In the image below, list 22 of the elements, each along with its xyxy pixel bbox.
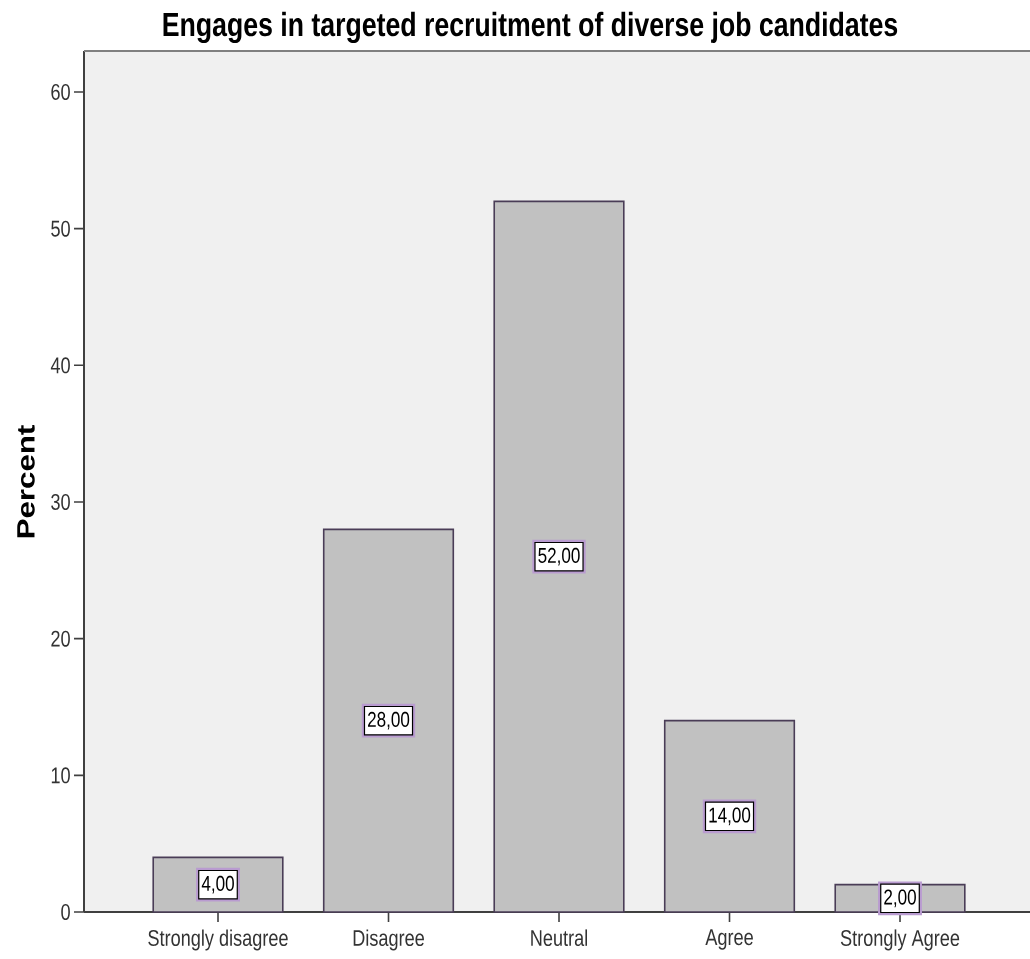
y-tick-label: 50 [51,220,70,237]
x-tick-label: Agree [705,929,753,950]
data-label: 52,00 [538,547,580,566]
y-axis-title: Percent [17,425,35,538]
chart-title: Engages in targeted recruitment of diverse job candidates [163,11,898,44]
bar [322,528,455,913]
x-tick-label: Neutral [531,929,588,947]
y-tick-label: 0 [61,903,70,921]
y-tick-label: 30 [51,493,70,511]
y-tick-label: 60 [51,83,70,101]
data-label: 14,00 [709,807,751,826]
y-tick-label: 20 [51,630,70,647]
y-tick-label: 10 [51,767,70,784]
data-label: 28,00 [368,711,410,730]
bar [663,719,796,913]
data-label: 2,00 [884,889,916,908]
bar [493,200,625,913]
x-tick-label: Disagree [353,929,424,951]
data-label: 4,00 [201,875,234,894]
x-tick-label: Strongly disagree [148,929,288,951]
y-tick-label: 40 [50,357,70,374]
x-tick-label: Strongly Agree [840,929,960,951]
